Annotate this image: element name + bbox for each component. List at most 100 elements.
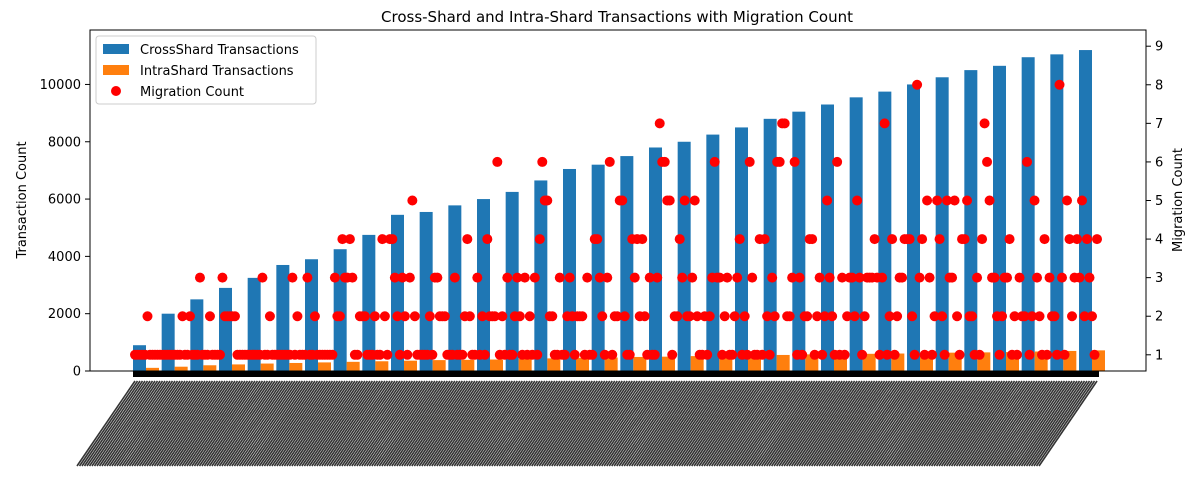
x-tick-label (468, 380, 528, 467)
migration-point (1089, 349, 1100, 360)
x-tick-label (895, 380, 956, 467)
x-tick-label (1000, 380, 1061, 467)
x-tick-label (1035, 380, 1096, 467)
x-tick-label (928, 380, 988, 467)
x-tick-label (780, 380, 841, 467)
x-tick-label (608, 380, 668, 467)
x-tick-label (108, 380, 169, 467)
migration-point (977, 234, 988, 245)
migration-point (1067, 311, 1078, 322)
x-tick-label (868, 380, 928, 467)
x-tick-label (1028, 380, 1088, 467)
legend-label: IntraShard Transactions (140, 64, 294, 79)
x-tick-label (676, 380, 736, 467)
x-tick-label (258, 380, 319, 467)
x-tick-label (273, 380, 334, 467)
x-tick-label (568, 380, 628, 467)
migration-point (264, 311, 275, 322)
legend-label: Migration Count (140, 85, 244, 100)
x-tick-label (943, 380, 1003, 467)
x-tick-label (81, 380, 141, 467)
migration-point (667, 349, 678, 360)
x-tick-label (730, 380, 791, 467)
x-tick-label (828, 380, 888, 467)
x-tick-label (721, 380, 781, 467)
intrashard-bar (203, 365, 217, 371)
x-tick-label (578, 380, 638, 467)
x-tick-label (1015, 380, 1076, 467)
migration-point (797, 349, 808, 360)
x-tick-label (878, 380, 938, 467)
migration-point (617, 195, 628, 206)
x-tick-label (890, 380, 951, 467)
migration-point (472, 272, 483, 283)
x-tick-label (843, 380, 903, 467)
x-tick-label (171, 380, 231, 467)
x-tick-label (243, 380, 304, 467)
migration-point (547, 311, 558, 322)
x-tick-label (933, 380, 993, 467)
x-tick-label (456, 380, 516, 467)
x-tick-label (211, 380, 271, 467)
x-tick-label (531, 380, 591, 467)
x-tick-label (920, 380, 981, 467)
migration-point (1042, 349, 1053, 360)
x-tick-label (618, 380, 678, 467)
crossshard-bar (419, 211, 433, 371)
x-tick-label (146, 380, 206, 467)
x-tick-label (561, 380, 621, 467)
x-tick-label (813, 380, 873, 467)
intrashard-bar (662, 356, 675, 371)
x-tick-label (593, 380, 653, 467)
x-tick-label (718, 380, 778, 467)
x-tick-label (735, 380, 796, 467)
x-tick-label (526, 380, 586, 467)
migration-point (779, 118, 790, 129)
x-tick-label (466, 380, 526, 467)
migration-point (624, 349, 635, 360)
migration-point (482, 234, 493, 245)
x-tick-label (938, 380, 998, 467)
crossshard-bar (706, 134, 720, 371)
x-tick-label (296, 380, 356, 467)
crossshard-bar (591, 164, 605, 371)
x-tick-label (848, 380, 908, 467)
x-tick-label (168, 380, 229, 467)
x-tick-label (693, 380, 753, 467)
y2-tick-label: 1 (1155, 348, 1163, 363)
y-axis-right: 1 2 3 4 5 6 7 8 9 (1146, 40, 1163, 363)
x-tick-label (556, 380, 616, 467)
x-tick-label (138, 380, 199, 467)
x-tick-label (993, 380, 1053, 467)
x-tick-label (383, 380, 444, 467)
x-tick-label (656, 380, 716, 467)
migration-point (674, 234, 685, 245)
migration-point (1054, 79, 1065, 90)
x-tick-label (173, 380, 234, 467)
x-tick-label (678, 380, 738, 467)
crossshard-bar (477, 199, 490, 371)
migration-point (847, 272, 858, 283)
x-tick-label (723, 380, 783, 467)
x-tick-label (143, 380, 204, 467)
x-tick-label (516, 380, 576, 467)
migration-point (1012, 349, 1023, 360)
x-tick-label (403, 380, 463, 467)
migration-point (329, 272, 340, 283)
x-tick-label (366, 380, 426, 467)
x-tick-label (815, 380, 876, 467)
migration-point (1059, 349, 1070, 360)
x-tick-label (543, 380, 603, 467)
crossshard-bar (448, 205, 462, 371)
x-tick-label (1023, 380, 1083, 467)
x-tick-label (643, 380, 703, 467)
migration-point (1024, 349, 1035, 360)
migration-point (907, 311, 918, 322)
migration-point (559, 349, 570, 360)
x-tick-label (558, 380, 618, 467)
migration-point (532, 349, 543, 360)
crossshard-bar (1021, 57, 1035, 372)
crossshard-bar (276, 264, 290, 371)
x-tick-label (338, 380, 399, 467)
x-tick-label (208, 380, 269, 467)
